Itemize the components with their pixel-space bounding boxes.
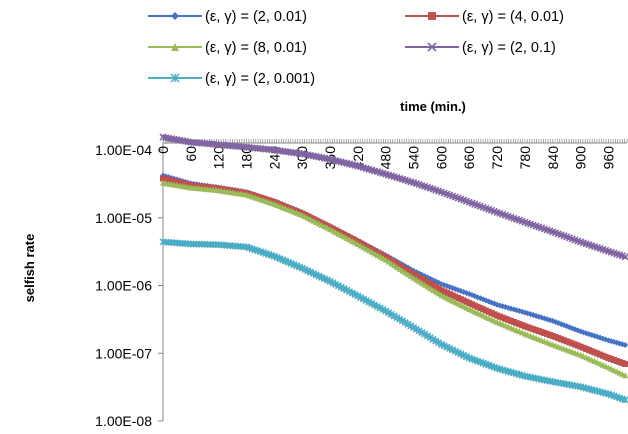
data-point <box>427 42 437 52</box>
data-point <box>622 372 628 379</box>
legend-item-3: (ε, γ) = (8, 0.01) <box>148 40 307 56</box>
legend: (ε, γ) = (2, 0.01) (ε, γ) = (4, 0.01) (ε, … <box>148 9 564 87</box>
y-tick-label: 1.00E-05 <box>95 210 152 226</box>
legend-item-1: (ε, γ) = (2, 0.01) <box>148 9 307 25</box>
x-tick-label: 960 <box>600 146 616 170</box>
y-tick-label: 1.00E-06 <box>95 278 152 294</box>
x-tick-label: 900 <box>573 146 589 170</box>
x-tick-label: 780 <box>517 146 533 170</box>
x-tick-label: 600 <box>433 146 449 170</box>
x-tick-label: 540 <box>406 146 422 170</box>
legend-label: (ε, γ) = (2, 0.1) <box>462 40 556 56</box>
series-layer <box>159 133 628 404</box>
legend-label: (ε, γ) = (2, 0.001) <box>205 71 315 87</box>
legend-label: (ε, γ) = (4, 0.01) <box>462 9 564 25</box>
x-tick-label: 660 <box>461 146 477 170</box>
legend-label: (ε, γ) = (2, 0.01) <box>205 9 307 25</box>
axes: 1.00E-08 1.00E-07 1.00E-06 1.00E-05 1.00E-04… <box>95 139 628 429</box>
data-point <box>171 12 179 20</box>
series-5 <box>159 238 628 404</box>
x-tick-label: 180 <box>239 146 255 170</box>
x-tick-label: 720 <box>489 146 505 170</box>
legend-item-4: (ε, γ) = (2, 0.1) <box>405 40 556 56</box>
y-tick-label: 1.00E-08 <box>95 413 152 429</box>
data-point <box>621 396 628 404</box>
series-3 <box>160 179 628 379</box>
series-2 <box>160 175 628 367</box>
data-point <box>428 12 436 20</box>
y-axis-title: selfish rate <box>22 234 37 303</box>
y-tick-label: 1.00E-04 <box>95 142 152 158</box>
legend-label: (ε, γ) = (8, 0.01) <box>205 40 307 56</box>
x-tick-label: 480 <box>378 146 394 170</box>
x-tick-label: 120 <box>211 146 227 170</box>
x-tick-label: 840 <box>545 146 561 170</box>
data-point <box>171 43 179 51</box>
legend-item-2: (ε, γ) = (4, 0.01) <box>405 9 564 25</box>
data-point <box>621 253 628 261</box>
series-4 <box>159 133 628 261</box>
data-point <box>622 360 628 367</box>
data-point <box>170 73 180 83</box>
x-axis-title: time (min.) <box>400 99 466 114</box>
data-point <box>622 342 628 349</box>
legend-item-5: (ε, γ) = (2, 0.001) <box>148 71 315 87</box>
x-tick-label: 60 <box>183 146 199 162</box>
y-tick-label: 1.00E-07 <box>95 345 152 361</box>
x-tick-label: 0 <box>155 146 171 154</box>
